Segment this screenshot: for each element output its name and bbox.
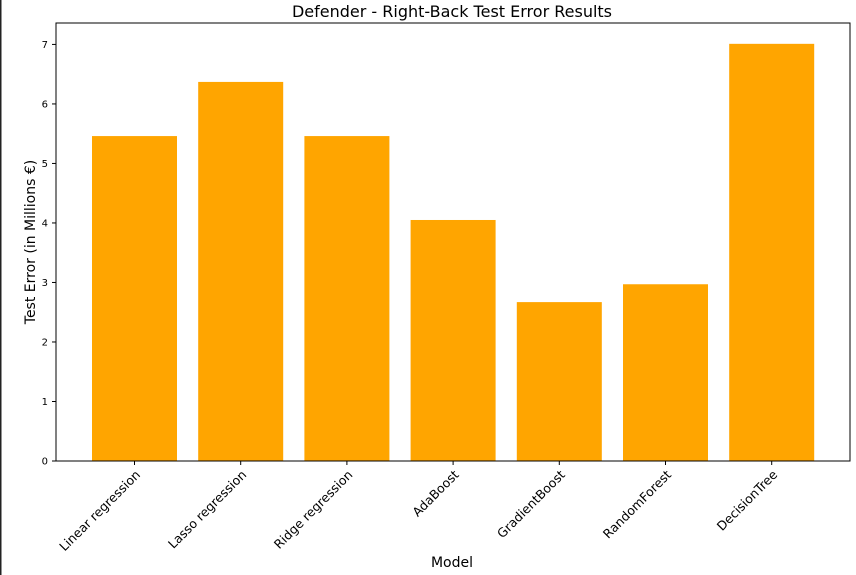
x-tick-label: GradientBoost [494,467,568,541]
y-axis-label: Test Error (in Millions €) [23,160,39,325]
y-tick-label: 5 [42,159,48,170]
bar [198,81,284,462]
bar [729,43,815,461]
bar [516,302,602,461]
y-tick-label: 7 [42,40,48,51]
bar [410,219,496,461]
y-tick-label: 2 [42,337,48,348]
y-tick-label: 1 [42,397,48,408]
y-tick-label: 3 [42,278,48,289]
bars [92,43,815,462]
bar [623,284,708,461]
x-axis-label: Model [431,555,473,571]
plot-frame [55,22,851,462]
y-tick-label: 4 [42,218,48,229]
chart-title: Defender - Right-Back Test Error Results [292,2,612,21]
x-tick-label: AdaBoost [409,467,462,520]
bar [304,136,390,461]
x-axis-ticks: Linear regression Lasso regression Ridge r… [56,461,781,554]
page-left-edge [0,0,2,575]
bar [92,136,177,461]
y-axis-ticks: 0 1 2 3 4 5 6 7 [42,40,56,468]
x-tick-label: DecisionTree [714,467,781,534]
x-tick-label: RandomForest [600,467,674,541]
x-tick-label: Lasso regression [165,467,249,551]
y-tick-label: 6 [42,99,48,110]
x-tick-label: Linear regression [56,467,143,554]
x-tick-label: Ridge regression [271,467,356,552]
y-tick-label: 0 [42,457,48,468]
